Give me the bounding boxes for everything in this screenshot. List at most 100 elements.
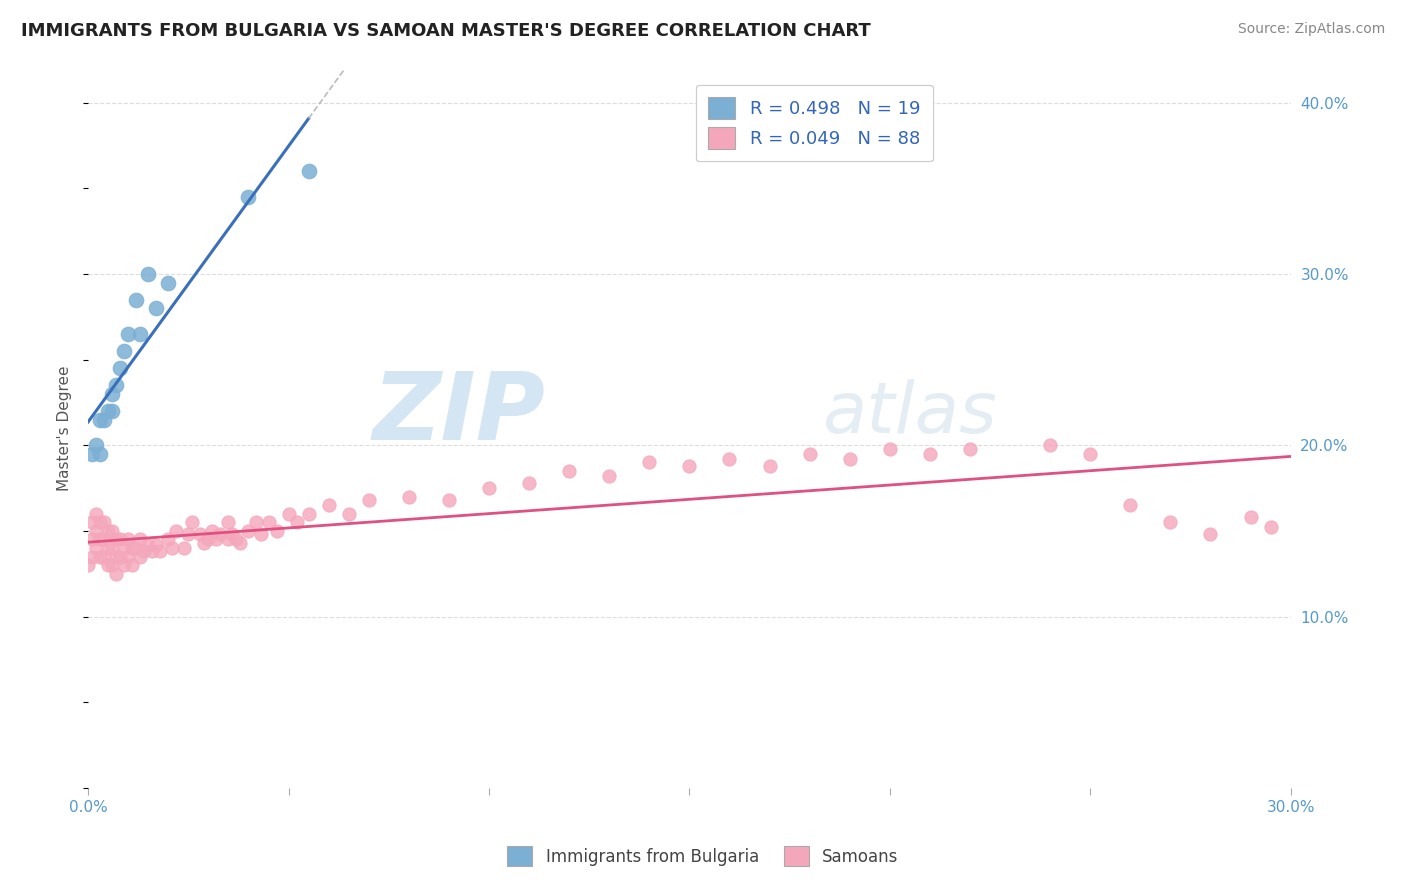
Point [125,293,148,307]
Point [238,190,260,204]
Point [129,533,152,547]
Point [217,533,239,547]
Point [77,558,100,573]
Point [357,493,380,508]
Point [558,464,581,478]
Point [1078,447,1101,461]
Point [105,566,128,581]
Point [718,452,741,467]
Point [97,404,120,418]
Point [318,498,340,512]
Point [217,516,239,530]
Point [97,541,120,555]
Point [678,458,700,473]
Y-axis label: Master's Degree: Master's Degree [58,366,72,491]
Point [162,541,184,555]
Point [1199,527,1222,541]
Point [101,541,124,555]
Point [84,438,107,452]
Point [1119,498,1142,512]
Point [517,475,540,490]
Point [89,447,111,461]
Point [117,549,139,564]
Point [638,455,661,469]
Point [129,549,152,564]
Point [221,527,243,541]
Point [101,404,124,418]
Point [145,538,167,552]
Point [257,516,280,530]
Point [918,447,941,461]
Point [84,541,107,555]
Point [177,527,200,541]
Point [157,276,180,290]
Point [93,412,115,426]
Point [197,533,219,547]
Point [97,558,120,573]
Point [105,533,128,547]
Point [266,524,288,538]
Point [337,507,360,521]
Point [93,516,115,530]
Point [181,516,204,530]
Point [110,533,132,547]
Point [149,544,172,558]
Point [165,524,187,538]
Point [82,447,104,461]
Point [82,549,104,564]
Point [173,541,195,555]
Point [125,541,148,555]
Point [758,458,780,473]
Point [297,507,319,521]
Point [136,538,159,552]
Point [112,541,135,555]
Point [959,442,981,456]
Point [101,387,124,401]
Point [1239,510,1261,524]
Point [1159,516,1181,530]
Point [82,516,104,530]
Text: atlas: atlas [821,379,997,449]
Point [157,533,180,547]
Point [201,524,224,538]
Point [84,524,107,538]
Point [117,533,139,547]
Point [249,527,271,541]
Point [101,524,124,538]
Legend: R = 0.498   N = 19, R = 0.049   N = 88: R = 0.498 N = 19, R = 0.049 N = 88 [696,85,932,161]
Point [205,533,228,547]
Point [89,412,111,426]
Point [285,516,308,530]
Point [93,533,115,547]
Point [89,549,111,564]
Point [225,533,247,547]
Point [879,442,901,456]
Point [277,507,299,521]
Point [129,326,152,341]
Point [245,516,267,530]
Point [82,533,104,547]
Point [93,549,115,564]
Point [105,378,128,392]
Point [437,493,460,508]
Point [136,267,159,281]
Point [110,549,132,564]
Point [117,326,139,341]
Point [89,533,111,547]
Point [209,527,232,541]
Point [121,558,143,573]
Point [141,544,163,558]
Point [121,541,143,555]
Text: ZIP: ZIP [373,368,546,459]
Point [101,558,124,573]
Point [110,361,132,376]
Point [84,507,107,521]
Point [838,452,860,467]
Text: IMMIGRANTS FROM BULGARIA VS SAMOAN MASTER'S DEGREE CORRELATION CHART: IMMIGRANTS FROM BULGARIA VS SAMOAN MASTE… [21,22,870,40]
Point [97,524,120,538]
Point [105,549,128,564]
Point [229,536,252,550]
Point [190,527,212,541]
Point [112,558,135,573]
Point [112,344,135,359]
